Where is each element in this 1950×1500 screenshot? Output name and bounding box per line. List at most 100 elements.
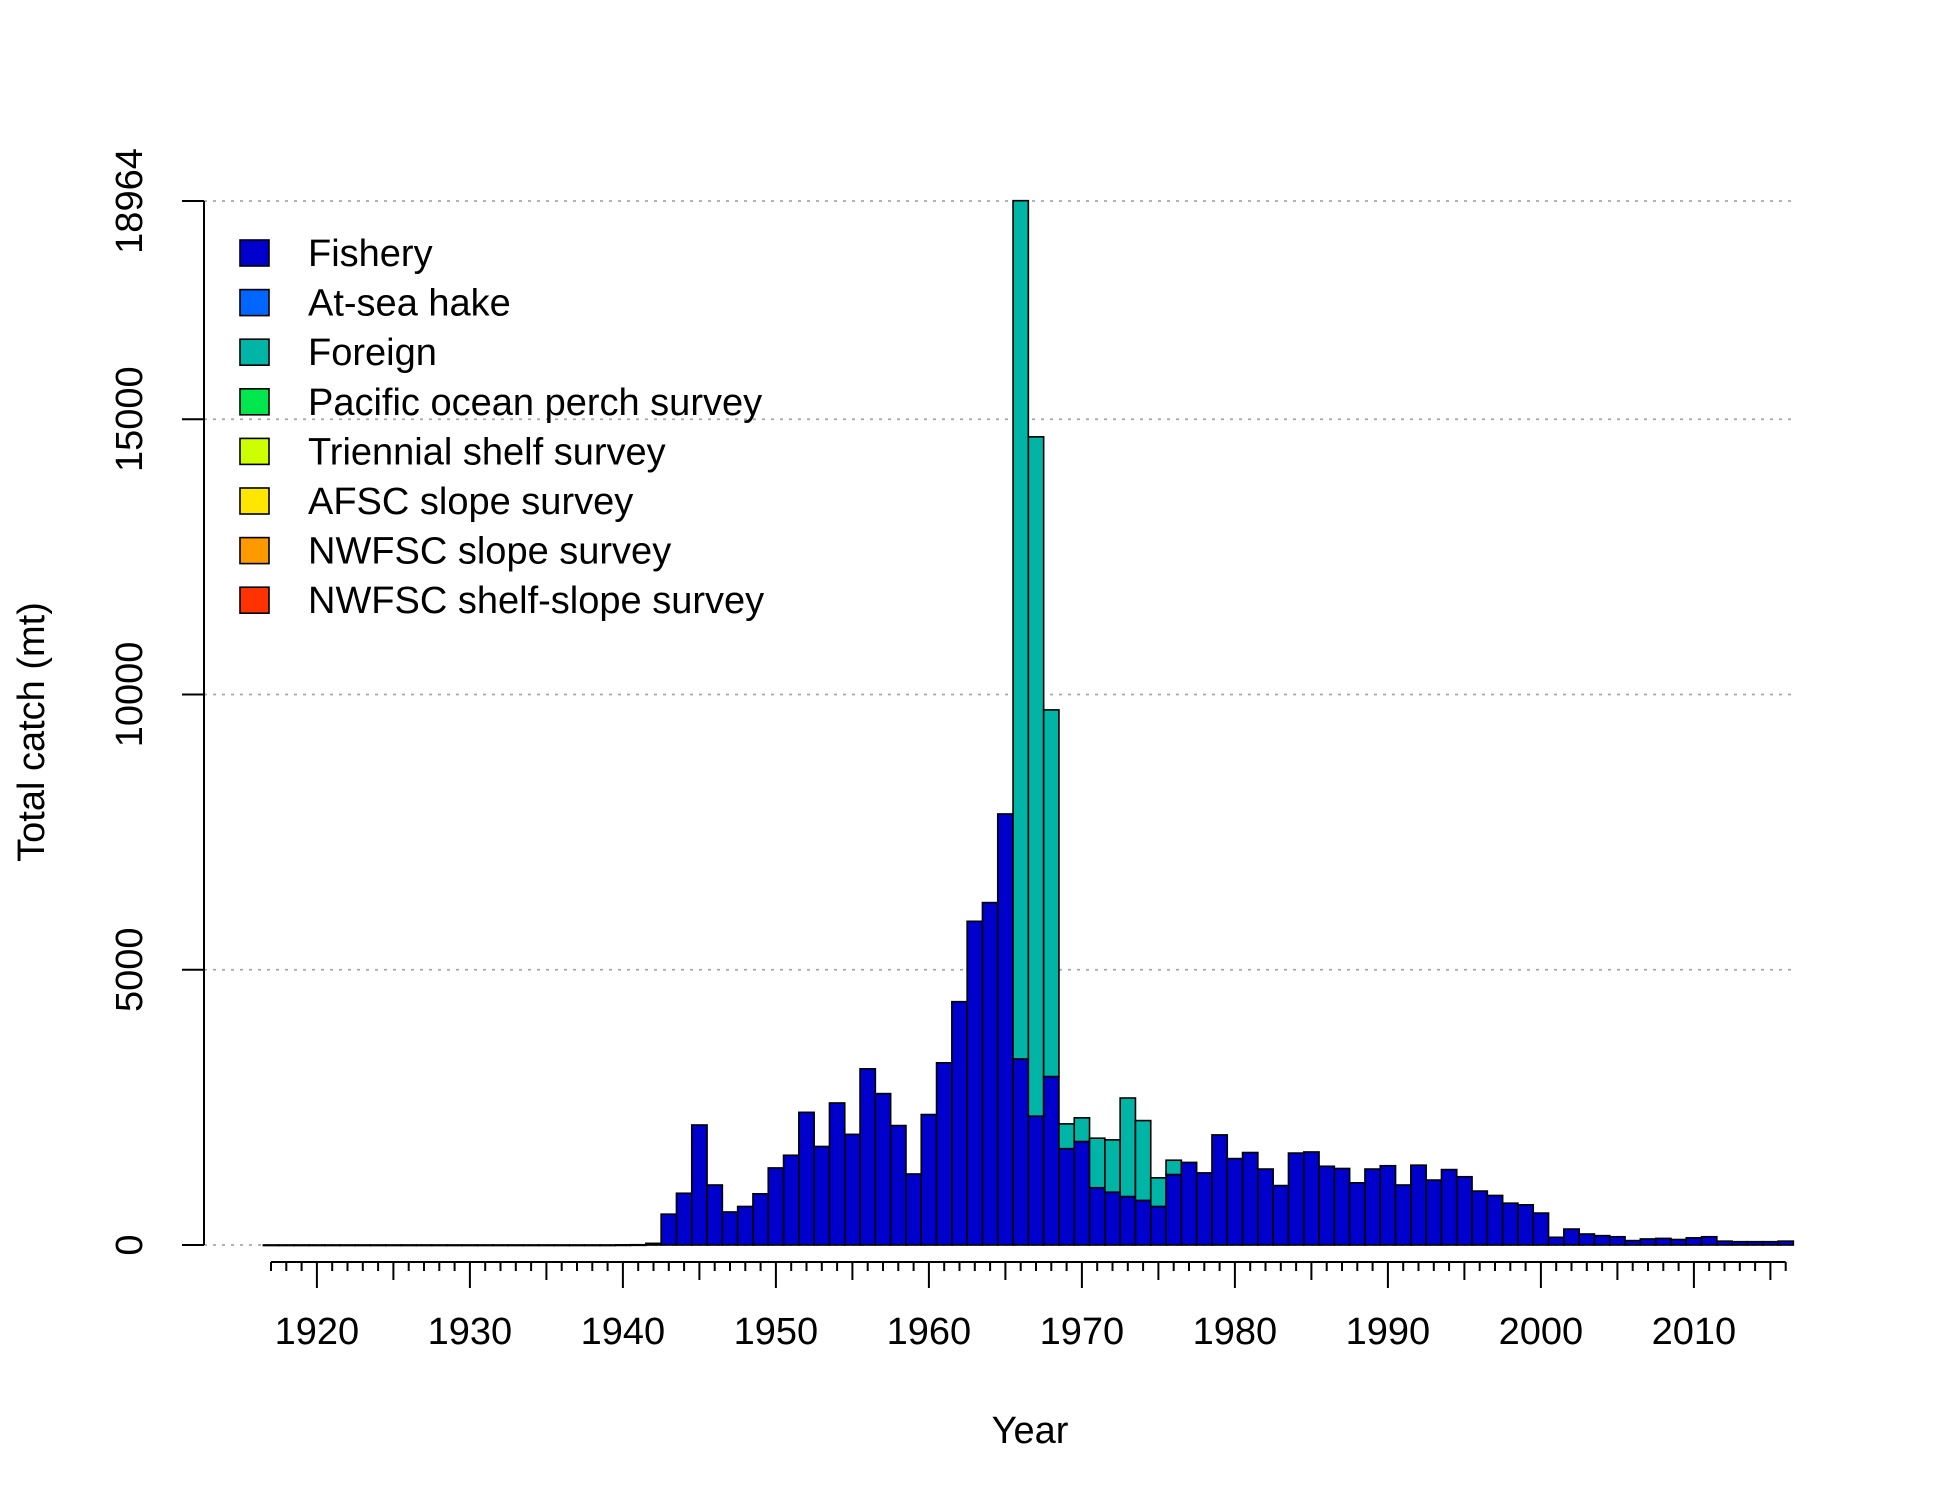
bar-segment: [415, 1244, 433, 1247]
x-axis-title: Year: [992, 1410, 1069, 1452]
bar-segment: [568, 1244, 586, 1247]
bar-segment: [1593, 1234, 1611, 1246]
bar-segment: [905, 1173, 923, 1246]
bar-segment: [1333, 1167, 1351, 1246]
bar-segment: [798, 1111, 815, 1246]
bar-segment: [1104, 1139, 1121, 1193]
bar-segment: [1088, 1186, 1106, 1246]
bar-segment: [645, 1242, 662, 1246]
bar-segment: [1058, 1123, 1076, 1150]
axes: 0 5000 10000 15000 18964 1920 1930 1940 1950 1960…: [109, 148, 1787, 1353]
bar-segment: [1088, 1137, 1106, 1189]
legend-swatch: [239, 536, 270, 565]
bar-segment: [1578, 1233, 1596, 1246]
bar-segment: [293, 1244, 311, 1247]
bar-segment: [1149, 1205, 1167, 1246]
bar-segment: [859, 1068, 877, 1246]
bar-segment: [1226, 1157, 1244, 1246]
bar-segment: [1746, 1240, 1764, 1246]
bar-segment: [1012, 199, 1030, 1060]
bar-segment: [1455, 1175, 1473, 1246]
bar-segment: [476, 1244, 494, 1247]
y-tick-label: 18964: [109, 148, 151, 254]
bar-segment: [660, 1213, 678, 1246]
bar-segment: [1287, 1152, 1305, 1246]
bar-segment: [400, 1244, 418, 1247]
legend-swatch: [239, 437, 270, 466]
legend-swatch: [239, 239, 270, 267]
bar-segment: [1134, 1119, 1152, 1202]
bar-segment: [1440, 1168, 1458, 1246]
legend-swatch: [239, 338, 270, 367]
bar-segment: [308, 1244, 326, 1247]
bar-segment: [767, 1167, 785, 1246]
bar-segment: [1241, 1151, 1259, 1246]
bar-segment: [262, 1244, 280, 1247]
bar-segment: [583, 1244, 601, 1247]
bar-segment: [1700, 1235, 1718, 1246]
bar-segment: [889, 1124, 907, 1246]
bar-segment: [1272, 1184, 1290, 1246]
x-tick-label: 1960: [887, 1311, 972, 1353]
bar-segment: [1302, 1151, 1320, 1246]
bar-segment: [981, 901, 999, 1246]
bar-segment: [1685, 1237, 1703, 1246]
bar-segment: [369, 1244, 387, 1247]
legend-label: AFSC slope survey: [308, 481, 633, 523]
bar-segment: [1027, 1115, 1045, 1246]
legend: Fishery At-sea hake Foreign Pacific ocean p…: [239, 233, 764, 622]
bar-segment: [1211, 1134, 1229, 1246]
bar-segment: [1517, 1204, 1535, 1246]
y-tick-label: 10000: [109, 642, 151, 748]
bar-segment: [1761, 1240, 1779, 1246]
bar-segment: [1532, 1212, 1550, 1246]
bar-segment: [1165, 1173, 1183, 1246]
bar-segment: [1608, 1235, 1626, 1246]
bar-segment: [874, 1092, 892, 1246]
bar-segment: [752, 1193, 770, 1246]
y-tick-label: 5000: [109, 927, 151, 1012]
bar-segment: [430, 1244, 448, 1247]
bar-segment: [1670, 1238, 1688, 1246]
legend-swatch: [239, 288, 270, 317]
bar-segment: [1180, 1161, 1198, 1246]
x-tick-label: 2010: [1652, 1311, 1737, 1353]
bar-segment: [828, 1102, 846, 1246]
stacked-bars: [262, 199, 1795, 1247]
bar-segment: [706, 1184, 724, 1246]
bar-segment: [1348, 1181, 1366, 1246]
bar-segment: [1134, 1199, 1152, 1246]
bar-segment: [1104, 1191, 1121, 1246]
bar-segment: [1119, 1097, 1137, 1198]
bar-segment: [1410, 1164, 1427, 1246]
bar-segment: [1425, 1179, 1443, 1246]
bar-segment: [384, 1244, 402, 1247]
bar-segment: [690, 1124, 708, 1246]
bar-segment: [323, 1244, 341, 1247]
bar-segment: [935, 1061, 953, 1246]
bar-segment: [843, 1133, 861, 1246]
bar-segment: [1042, 709, 1060, 1078]
y-axis-title: Total catch (mt): [11, 602, 53, 862]
legend-swatch: [239, 387, 270, 416]
bar-segment: [782, 1154, 800, 1246]
x-tick-label: 1950: [734, 1311, 819, 1353]
bar-segment: [629, 1243, 647, 1247]
bar-segment: [1058, 1147, 1076, 1246]
bar-segment: [813, 1145, 831, 1246]
bar-segment: [1486, 1194, 1504, 1246]
bar-segment: [1119, 1195, 1137, 1246]
bar-segment: [1501, 1202, 1519, 1246]
bar-segment: [599, 1244, 617, 1247]
legend-label: Foreign: [308, 332, 437, 374]
legend-label: NWFSC slope survey: [308, 531, 671, 573]
bar-segment: [996, 813, 1014, 1246]
x-tick-label: 1940: [581, 1311, 666, 1353]
bar-segment: [1165, 1159, 1183, 1176]
bar-segment: [1563, 1228, 1580, 1246]
y-tick-label: 15000: [109, 366, 151, 472]
bar-segment: [507, 1244, 525, 1247]
bar-segment: [1471, 1190, 1489, 1246]
bar-segment: [675, 1192, 693, 1246]
legend-swatch: [239, 487, 270, 515]
